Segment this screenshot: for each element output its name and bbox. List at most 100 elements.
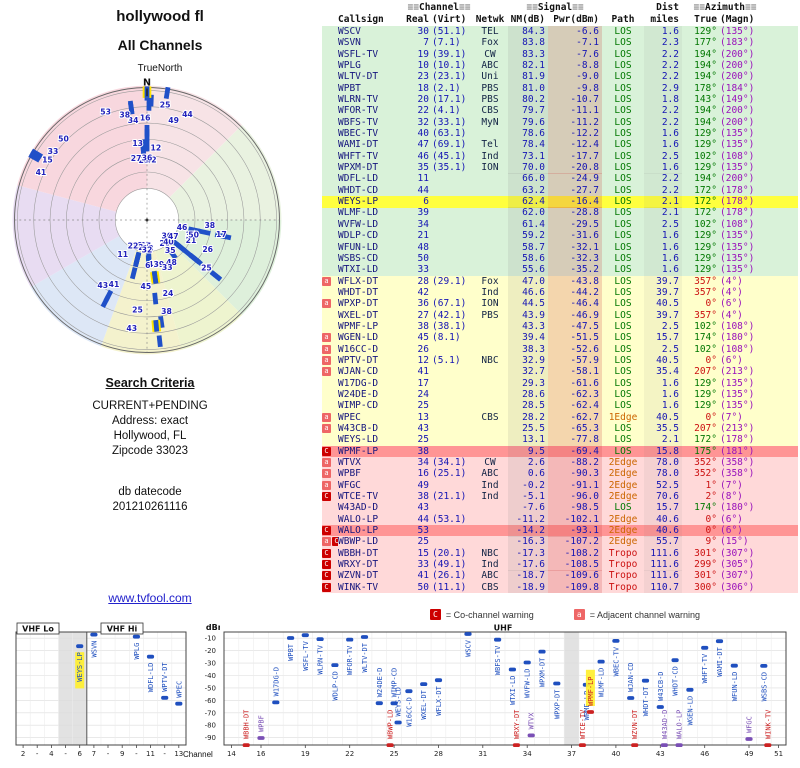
path-cell: LOS: [614, 252, 632, 264]
svg-text:WPLG: WPLG: [133, 643, 141, 660]
table-row[interactable]: WVFW-LD 34 61.4 -29.5 LOS 2.5 102° (108°): [322, 218, 798, 231]
real-channel-cell: 32: [417, 116, 429, 128]
pwr-cell: -102.1: [548, 513, 602, 526]
svg-text:39: 39: [154, 260, 165, 269]
path-cell: LOS: [614, 218, 632, 230]
table-row[interactable]: C WZVN-DT 41 (26.1) ABC -18.7 -109.6 Tropo 111.6…: [322, 570, 798, 582]
azimuth-magn-cell: (200°): [720, 48, 755, 60]
table-row[interactable]: WLTV-DT 23 (23.1) Uni 81.9 -9.0 LOS 2.2 194° (200…: [322, 71, 798, 83]
table-row[interactable]: W24DE-D 24 28.6 -62.3 LOS 1.6 129° (135°): [322, 388, 798, 401]
table-row[interactable]: C WRXY-DT 33 (49.1) Ind -17.6 -108.5 Tropo 111.6…: [322, 559, 798, 571]
callsign-cell: WSFL-TV: [338, 48, 379, 60]
search-criteria-line: Hollywood, FL: [113, 430, 187, 442]
table-row[interactable]: WPXM-DT 35 (35.1) ION 70.0 -20.8 LOS 1.6 129° (13…: [322, 162, 798, 174]
miles-cell: 2.1: [644, 434, 682, 446]
network-cell: Ind: [481, 559, 499, 571]
table-row[interactable]: W17DG-D 17 29.3 -61.6 LOS 1.6 129° (135°): [322, 377, 798, 390]
pwr-cell: -91.1: [548, 479, 602, 492]
table-row[interactable]: WLMF-LD 39 62.0 -28.8 LOS 2.1 172° (178°): [322, 207, 798, 219]
real-channel-cell: 48: [417, 241, 429, 253]
tvfool-link[interactable]: www.tvfool.com: [108, 591, 192, 605]
svg-text:-: -: [163, 750, 166, 758]
table-row[interactable]: C WINK-TV 50 (11.1) CBS -18.9 -109.8 Tropo 110.7…: [322, 581, 798, 594]
table-row[interactable]: WHDT-DT 42 Ind 46.6 -44.2 LOS 39.7 357° (4°): [322, 286, 798, 299]
table-row[interactable]: C WTCE-TV 38 (21.1) Ind -5.1 -96.0 2Edge 70.6 2°(…: [322, 491, 798, 503]
azimuth-magn-cell: (149°): [720, 94, 755, 106]
pwr-cell: -44.2: [548, 286, 602, 299]
table-row[interactable]: WBEC-TV 40 (63.1) 78.6 -12.2 LOS 1.6 129° (135°): [322, 128, 798, 140]
table-row[interactable]: WHDT-CD 44 63.2 -27.7 LOS 2.2 172° (178°): [322, 184, 798, 197]
table-row[interactable]: a WPTV-DT 12 (5.1) NBC 32.9 -57.9 LOS 40.5 0° (6°): [322, 354, 798, 367]
callsign-cell: WALO-LP: [338, 525, 379, 537]
svg-text:51: 51: [774, 750, 783, 758]
pwr-cell: -61.6: [548, 377, 602, 390]
pwr-header: Pwr(dBm): [553, 14, 599, 25]
table-row[interactable]: WBFS-TV 32 (33.1) MyN 79.6 -11.2 LOS 2.2 194° (20…: [322, 116, 798, 129]
table-row[interactable]: a WFLX-DT 28 (29.1) Fox 47.0 -43.8 LOS 39.7 357°(…: [322, 275, 798, 287]
table-row[interactable]: C WPMF-LP 38 9.5 -69.4 LOS 15.8 175° (181°): [322, 445, 798, 458]
pwr-cell: -90.3: [548, 468, 602, 480]
table-row[interactable]: WSFL-TV 19 (39.1) CW 83.3 -7.6 LOS 2.2 194° (200°…: [322, 48, 798, 61]
svg-text:-70: -70: [205, 709, 216, 717]
pwr-cell: -9.0: [548, 71, 602, 83]
table-row[interactable]: WSBS-CD 50 58.6 -32.3 LOS 1.6 129° (135°): [322, 252, 798, 265]
table-row[interactable]: a C WBWP-LD 25 -16.3 -107.2 2Edge 55.7 9° (15°): [322, 536, 798, 548]
path-cell: Tropo: [608, 559, 638, 571]
table-row[interactable]: a W16CC-D 26 38.3 -52.6 LOS 2.5 102° (108°): [322, 343, 798, 355]
table-row[interactable]: WFUN-LD 48 58.7 -32.1 LOS 1.6 129° (135°): [322, 241, 798, 253]
real-channel-cell: 45: [417, 332, 429, 344]
table-row[interactable]: WSCV 30 (51.1) TEL 84.3 -6.6 LOS 1.6 129° (135°): [322, 25, 798, 38]
table-row[interactable]: WPBT 18 (2.1) PBS 81.0 -9.8 LOS 2.9 178° (184°): [322, 82, 798, 95]
azimuth-true-cell: 299°: [694, 559, 717, 571]
table-row[interactable]: a WGEN-LD 45 (8.1) 39.4 -51.5 LOS 15.7 174° (180°…: [322, 332, 798, 344]
table-row[interactable]: a WPBF 16 (25.1) ABC 0.6 -90.3 2Edge 78.0 352° (35…: [322, 468, 798, 480]
nm-cell: 47.0: [508, 275, 548, 287]
table-row[interactable]: a WFGC 49 Ind -0.2 -91.1 2Edge 52.5 1° (7°): [322, 479, 798, 492]
callsign-cell: WBEC-TV: [338, 128, 379, 140]
virtual-channel-cell: (21.1): [432, 491, 467, 503]
table-row[interactable]: WFOR-TV 22 (4.1) CBS 79.7 -11.1 LOS 2.2 194° (200…: [322, 105, 798, 117]
table-row[interactable]: a WTVX 34 (34.1) CW 2.6 -88.2 2Edge 78.0 352° (358…: [322, 457, 798, 469]
table-row[interactable]: WSVN 7 (7.1) Fox 83.8 -7.1 LOS 2.3 177° (183°): [322, 37, 798, 49]
real-channel-cell: 43: [417, 502, 429, 514]
svg-text:41: 41: [36, 168, 47, 177]
table-row[interactable]: C WALO-LP 53 -14.2 -93.1 2Edge 40.6 0° (6°): [322, 525, 798, 537]
table-row[interactable]: WPMF-LP 38 (38.1) 43.3 -47.5 LOS 2.5 102° (108°): [322, 320, 798, 333]
callsign-cell: WVFW-LD: [338, 218, 379, 230]
table-row[interactable]: WEYS-LD 25 13.1 -77.8 LOS 2.1 172° (178°): [322, 434, 798, 446]
pwr-cell: -10.7: [548, 94, 602, 106]
real-channel-cell: 49: [417, 479, 429, 491]
nm-cell: 83.8: [508, 37, 548, 49]
svg-text:-80: -80: [205, 722, 216, 730]
table-row[interactable]: WXEL-DT 27 (42.1) PBS 43.9 -46.9 LOS 39.7 357° (4…: [322, 309, 798, 321]
callsign-cell: W16CC-D: [338, 343, 379, 355]
table-row[interactable]: WAMI-DT 47 (69.1) Tel 78.4 -12.4 LOS 1.6 129° (13…: [322, 139, 798, 151]
miles-cell: 78.0: [644, 457, 682, 469]
azimuth-true-cell: 194°: [694, 173, 717, 185]
table-row[interactable]: WHFT-TV 46 (45.1) Ind 73.1 -17.7 LOS 2.5 102° (10…: [322, 150, 798, 163]
table-row[interactable]: WALO-LP 44 (53.1) -11.2 -102.1 2Edge 40.6 0° (6°…: [322, 513, 798, 526]
table-row[interactable]: WLRN-TV 20 (17.1) PBS 80.2 -10.7 LOS 1.8 143° (14…: [322, 94, 798, 106]
path-cell: LOS: [614, 82, 632, 94]
table-row[interactable]: WDLP-CD 21 59.2 -31.6 LOS 1.6 129° (135°): [322, 230, 798, 242]
table-row[interactable]: WPLG 10 (10.1) ABC 82.1 -8.8 LOS 2.2 194° (200°): [322, 60, 798, 72]
miles-cell: 111.6: [644, 547, 682, 560]
table-row[interactable]: WEYS-LP 6 62.4 -16.4 LOS 2.1 172° (178°): [322, 196, 798, 208]
table-row[interactable]: WIMP-CD 25 28.5 -62.4 LOS 1.6 129° (135°): [322, 400, 798, 412]
table-row[interactable]: a WPXP-DT 36 (67.1) ION 44.5 -46.4 LOS 40.5 0° (6°…: [322, 298, 798, 310]
svg-text:W43AD-D: W43AD-D: [661, 710, 669, 740]
table-row[interactable]: WTXI-LD 33 55.6 -35.2 LOS 1.6 129° (135°): [322, 264, 798, 276]
network-cell: Fox: [481, 275, 499, 287]
real-channel-cell: 28: [417, 275, 429, 287]
table-row[interactable]: W43AD-D 43 -7.6 -98.5 LOS 15.7 174° (180°): [322, 502, 798, 514]
network-cell: Ind: [481, 150, 499, 162]
table-row[interactable]: a WJAN-CD 41 32.7 -58.1 LOS 35.4 207° (213°): [322, 366, 798, 378]
table-row[interactable]: a W43CB-D 43 25.5 -65.3 LOS 35.5 207° (213°): [322, 423, 798, 435]
callsign-cell: WGEN-LD: [338, 332, 379, 344]
table-row[interactable]: C WBBH-DT 15 (20.1) NBC -17.3 -108.2 Tropo 111.6…: [322, 547, 798, 560]
table-row[interactable]: a WPEC 13 CBS 28.2 -62.7 1Edge 40.5 0° (7°): [322, 411, 798, 424]
table-row[interactable]: WDFL-LD 11 66.0 -24.9 LOS 2.2 194° (200°): [322, 173, 798, 185]
miles-cell: 1.8: [644, 94, 682, 106]
miles-header: miles: [650, 14, 679, 25]
svg-text:WFUN-LD: WFUN-LD: [731, 672, 739, 702]
